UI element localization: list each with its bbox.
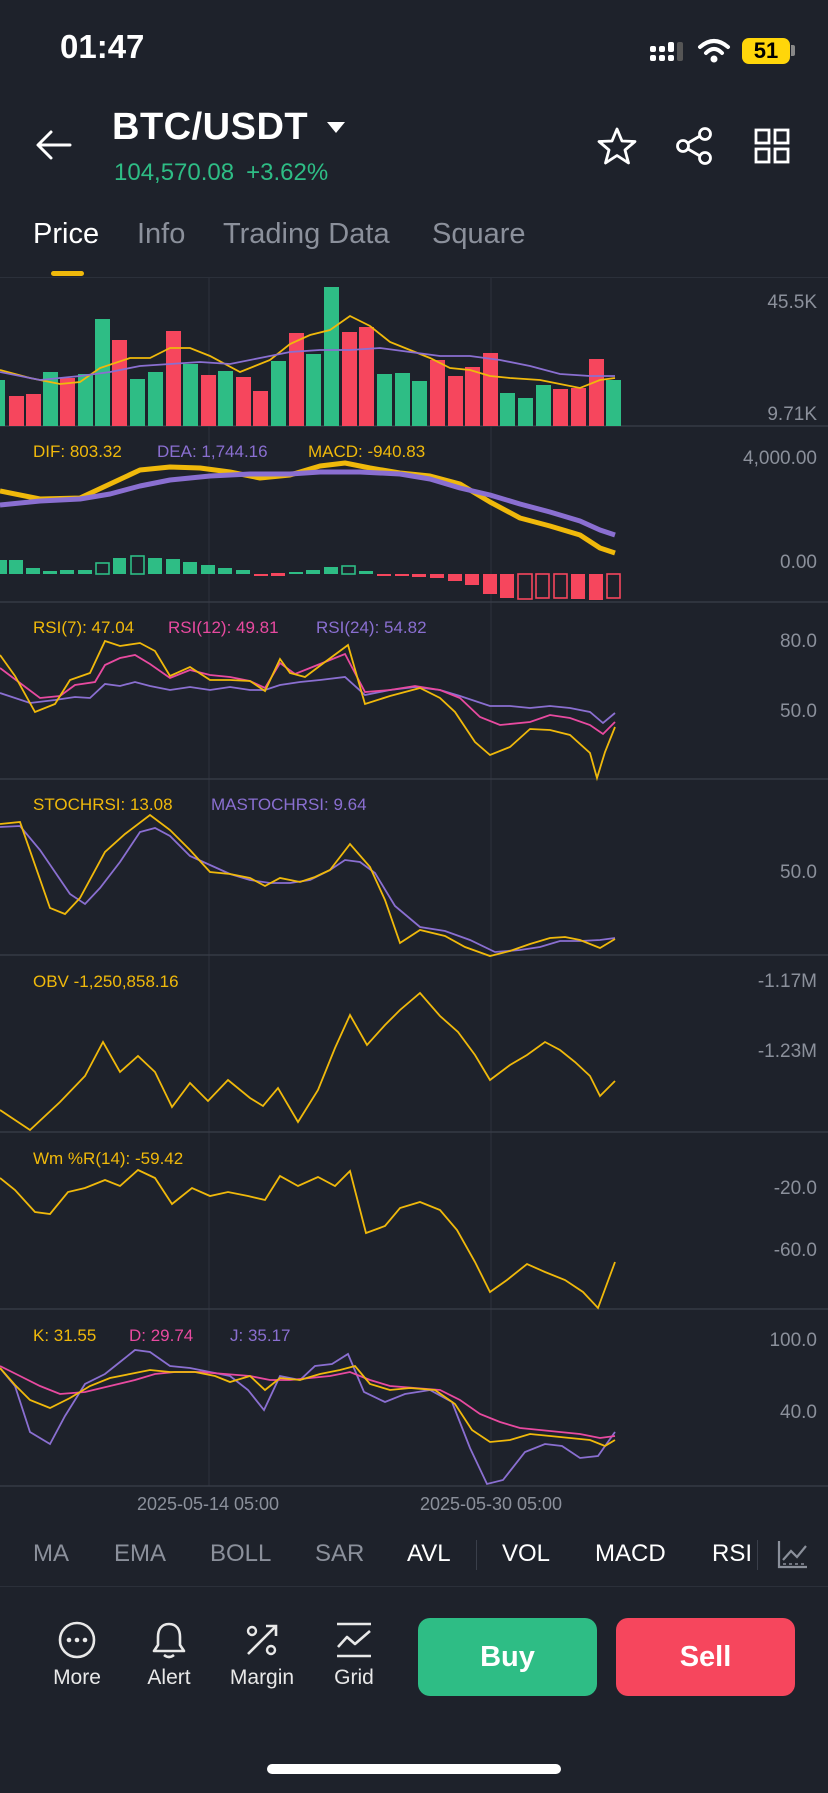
margin-label: Margin bbox=[229, 1666, 295, 1689]
indicator-macd[interactable]: MACD bbox=[595, 1540, 666, 1567]
rsi12-label: RSI(12): 49.81 bbox=[168, 618, 279, 637]
kdj-k-label: K: 31.55 bbox=[33, 1326, 96, 1345]
kdj-d-line bbox=[0, 1365, 616, 1439]
indicator-vol[interactable]: VOL bbox=[502, 1540, 551, 1567]
kdj-axis-40: 40.0 bbox=[780, 1402, 817, 1423]
rsi-panel: RSI(7): 47.04 RSI(12): 49.81 RSI(24): 54… bbox=[0, 618, 817, 782]
margin-button[interactable]: Margin bbox=[222, 1620, 302, 1690]
vol-axis-bottom: 9.71K bbox=[767, 404, 817, 425]
macd-axis-top: 4,000.00 bbox=[743, 448, 817, 469]
rsi7-line bbox=[0, 639, 616, 782]
indicator-rsi[interactable]: RSI bbox=[712, 1540, 753, 1567]
kdj-d-label: D: 29.74 bbox=[129, 1326, 193, 1345]
battery-cap bbox=[791, 45, 795, 56]
selector-divider bbox=[0, 1586, 828, 1587]
indicator-boll[interactable]: BOLL bbox=[210, 1540, 272, 1567]
volume-bars bbox=[0, 287, 621, 426]
more-icon bbox=[58, 1621, 96, 1659]
kdj-j-line bbox=[0, 1349, 616, 1486]
more-button[interactable]: More bbox=[37, 1620, 117, 1690]
macd-value-label: MACD: -940.83 bbox=[308, 442, 425, 461]
last-price: 104,570.08 bbox=[114, 159, 235, 186]
kdj-j-label: J: 35.17 bbox=[230, 1326, 291, 1345]
stochrsi-panel: STOCHRSI: 13.08 MASTOCHRSI: 9.64 50.0 bbox=[0, 795, 817, 957]
obv-line bbox=[0, 991, 616, 1132]
kdj-k-line bbox=[0, 1364, 616, 1448]
stochrsi-axis-50: 50.0 bbox=[780, 862, 817, 883]
macd-axis-zero: 0.00 bbox=[780, 552, 817, 573]
margin-icon bbox=[246, 1624, 278, 1656]
alert-label: Alert bbox=[147, 1666, 191, 1689]
kdj-panel: K: 31.55 D: 29.74 J: 35.17 100.0 40.0 bbox=[0, 1326, 817, 1486]
stochrsi-label: STOCHRSI: 13.08 bbox=[33, 795, 173, 814]
wifi-icon bbox=[698, 39, 730, 63]
sell-button[interactable]: Sell bbox=[616, 1618, 795, 1696]
macd-histogram bbox=[0, 555, 621, 600]
wr-axis-b: -60.0 bbox=[774, 1240, 817, 1261]
grid-layout-icon[interactable] bbox=[752, 126, 792, 166]
rsi12-line bbox=[0, 652, 616, 736]
obv-axis-top: -1.17M bbox=[758, 971, 817, 992]
obv-axis-mid: -1.23M bbox=[758, 1041, 817, 1062]
rsi24-label: RSI(24): 54.82 bbox=[316, 618, 427, 637]
alert-button[interactable]: Alert bbox=[129, 1620, 209, 1690]
status-time: 01:47 bbox=[60, 28, 145, 65]
signal-icon bbox=[650, 42, 683, 61]
indicator-separator bbox=[476, 1540, 477, 1570]
indicator-sar[interactable]: SAR bbox=[315, 1540, 365, 1567]
macd-dea-line bbox=[0, 469, 616, 538]
share-icon[interactable] bbox=[674, 126, 716, 166]
macd-dea-label: DEA: 1,744.16 bbox=[157, 442, 268, 461]
x-axis-date-a: 2025-05-14 05:00 bbox=[137, 1494, 279, 1514]
rsi-axis-50: 50.0 bbox=[780, 701, 817, 722]
vol-axis-top: 45.5K bbox=[767, 292, 817, 313]
wr-line bbox=[0, 1168, 616, 1310]
bell-icon bbox=[152, 1622, 186, 1659]
volume-panel: 45.5K 9.71K bbox=[0, 287, 817, 426]
favorite-star-icon[interactable] bbox=[596, 126, 638, 166]
chart-area[interactable]: 45.5K 9.71K DIF: 803.32 DEA: 1,744.16 MA… bbox=[0, 278, 828, 1540]
obv-panel: OBV -1,250,858.16 -1.17M -1.23M bbox=[0, 971, 817, 1132]
wr-panel: Wm %R(14): -59.42 -20.0 -60.0 bbox=[0, 1149, 817, 1310]
volume-ma-purple bbox=[0, 347, 615, 381]
back-arrow-icon[interactable] bbox=[34, 128, 74, 162]
x-axis-date-b: 2025-05-30 05:00 bbox=[420, 1494, 562, 1514]
indicator-separator-2 bbox=[757, 1540, 758, 1570]
chart-settings-icon[interactable] bbox=[776, 1538, 810, 1570]
wr-label: Wm %R(14): -59.42 bbox=[33, 1149, 183, 1168]
tab-divider bbox=[0, 277, 828, 278]
active-tab-indicator bbox=[51, 271, 84, 276]
indicator-avl[interactable]: AVL bbox=[407, 1540, 451, 1567]
mastochrsi-label: MASTOCHRSI: 9.64 bbox=[211, 795, 367, 814]
obv-label: OBV -1,250,858.16 bbox=[33, 972, 179, 991]
price-line: 104,570.08 +3.62% bbox=[114, 159, 340, 187]
indicator-ema[interactable]: EMA bbox=[114, 1540, 167, 1567]
home-indicator bbox=[267, 1764, 561, 1774]
grid-button[interactable]: Grid bbox=[314, 1620, 394, 1690]
dropdown-caret-icon[interactable] bbox=[325, 120, 347, 136]
tab-price[interactable]: Price bbox=[33, 218, 100, 250]
rsi-axis-80: 80.0 bbox=[780, 631, 817, 652]
price-change: +3.62% bbox=[246, 159, 329, 186]
grid-label: Grid bbox=[334, 1666, 374, 1689]
rsi7-label: RSI(7): 47.04 bbox=[33, 618, 134, 637]
indicator-ma[interactable]: MA bbox=[33, 1540, 69, 1567]
tab-square[interactable]: Square bbox=[432, 218, 526, 250]
volume-ma-yellow bbox=[0, 314, 616, 389]
macd-dif-label: DIF: 803.32 bbox=[33, 442, 122, 461]
macd-panel: DIF: 803.32 DEA: 1,744.16 MACD: -940.83 … bbox=[0, 442, 817, 600]
pair-title[interactable]: BTC/USDT bbox=[112, 106, 309, 148]
kdj-axis-100: 100.0 bbox=[769, 1330, 817, 1351]
tab-info[interactable]: Info bbox=[137, 218, 186, 250]
macd-dif-line bbox=[0, 460, 616, 556]
buy-button[interactable]: Buy bbox=[418, 1618, 597, 1696]
tab-trading-data[interactable]: Trading Data bbox=[223, 218, 390, 250]
mastochrsi-line bbox=[0, 825, 616, 953]
more-label: More bbox=[53, 1666, 101, 1689]
rsi24-line bbox=[0, 676, 616, 725]
battery-icon: 51 bbox=[742, 38, 790, 64]
wr-axis-a: -20.0 bbox=[774, 1178, 817, 1199]
stochrsi-line bbox=[0, 813, 616, 957]
grid-bot-icon bbox=[337, 1622, 371, 1658]
